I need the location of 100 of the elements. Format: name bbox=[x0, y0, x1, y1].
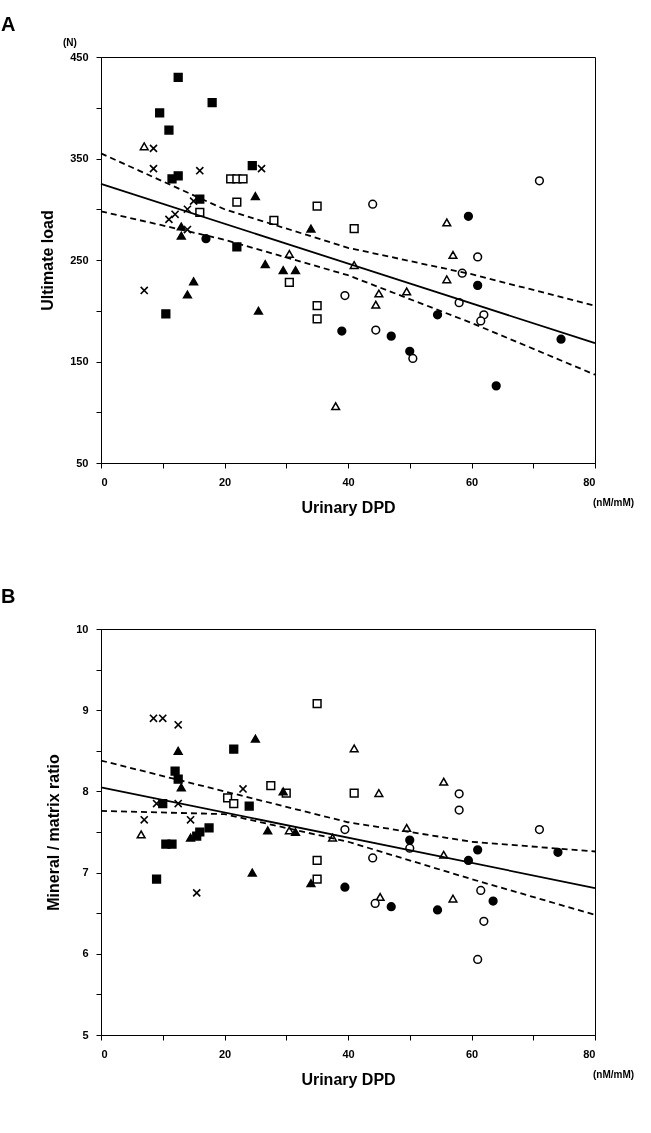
point bbox=[454, 805, 464, 815]
point bbox=[349, 744, 359, 753]
point bbox=[238, 174, 248, 184]
x-tick-label: 20 bbox=[218, 475, 232, 488]
point bbox=[149, 164, 158, 173]
x-tick-label: 40 bbox=[342, 475, 355, 488]
x-tick-label: 40 bbox=[342, 1047, 355, 1060]
point bbox=[195, 166, 205, 176]
x-axis-title: Urinary DPD bbox=[301, 1070, 396, 1088]
point bbox=[432, 905, 443, 915]
x-tick-label: 20 bbox=[218, 1047, 232, 1060]
y-tick-label: 10 bbox=[76, 622, 89, 635]
point bbox=[473, 954, 483, 965]
point bbox=[454, 789, 464, 799]
x-tick-label: 60 bbox=[465, 1047, 479, 1060]
point bbox=[207, 98, 217, 108]
point bbox=[312, 301, 322, 311]
text: (nM/mM) bbox=[593, 497, 635, 508]
point bbox=[204, 823, 214, 833]
point bbox=[442, 275, 452, 284]
point bbox=[439, 777, 449, 786]
point bbox=[151, 874, 162, 884]
point bbox=[250, 191, 260, 201]
point bbox=[306, 224, 316, 233]
point bbox=[408, 353, 418, 364]
point bbox=[186, 815, 195, 825]
point bbox=[257, 164, 266, 173]
point bbox=[149, 144, 158, 153]
point bbox=[491, 381, 501, 391]
point bbox=[463, 211, 474, 221]
point bbox=[312, 201, 322, 211]
point bbox=[167, 839, 177, 849]
point bbox=[448, 250, 458, 260]
y-tick-label: 6 bbox=[82, 947, 89, 960]
point bbox=[284, 249, 294, 259]
point bbox=[170, 766, 180, 776]
point bbox=[189, 196, 198, 206]
point bbox=[247, 868, 257, 877]
point bbox=[349, 788, 359, 798]
point bbox=[375, 892, 385, 902]
point bbox=[266, 781, 276, 791]
point bbox=[473, 280, 483, 290]
point bbox=[534, 176, 545, 186]
point bbox=[405, 346, 415, 356]
y-tick-label: 450 bbox=[70, 50, 89, 63]
x-tick-label: 80 bbox=[583, 475, 596, 488]
y-tick-label: 250 bbox=[70, 253, 89, 266]
point bbox=[250, 734, 260, 743]
point bbox=[139, 142, 149, 151]
point bbox=[195, 827, 205, 837]
point bbox=[176, 231, 186, 240]
point bbox=[173, 746, 183, 755]
point bbox=[473, 845, 483, 855]
point bbox=[158, 713, 168, 723]
point bbox=[312, 699, 322, 709]
point bbox=[473, 252, 483, 262]
point bbox=[139, 815, 149, 825]
point bbox=[173, 720, 183, 730]
point bbox=[331, 402, 341, 411]
y-tick-label: 350 bbox=[70, 152, 89, 164]
x-axis-title: Urinary DPD bbox=[301, 498, 396, 516]
point bbox=[290, 266, 301, 275]
point bbox=[170, 209, 180, 219]
point bbox=[337, 326, 347, 336]
point bbox=[349, 223, 359, 234]
x-tick-label: 60 bbox=[465, 475, 479, 488]
point bbox=[488, 896, 498, 906]
point bbox=[290, 827, 301, 837]
point bbox=[244, 801, 254, 811]
point bbox=[312, 314, 322, 324]
point bbox=[432, 310, 443, 320]
point bbox=[368, 199, 378, 209]
point bbox=[553, 847, 563, 857]
point bbox=[278, 266, 288, 275]
point bbox=[476, 316, 486, 326]
point bbox=[340, 290, 350, 301]
x-tick-label: 80 bbox=[583, 1047, 596, 1060]
point bbox=[232, 197, 242, 207]
point bbox=[173, 171, 183, 181]
point bbox=[374, 788, 384, 798]
y-axis-title: Mineral / matrix ratio bbox=[45, 754, 63, 911]
point bbox=[139, 286, 149, 295]
chart-title: A bbox=[1, 13, 16, 35]
point bbox=[442, 218, 452, 227]
x-tick-label: 0 bbox=[101, 475, 108, 488]
point bbox=[306, 879, 316, 888]
point bbox=[476, 885, 486, 896]
point bbox=[183, 204, 192, 214]
point bbox=[269, 215, 279, 226]
y-tick-label: 9 bbox=[82, 703, 89, 716]
point bbox=[405, 835, 415, 845]
x-tick-label: 0 bbox=[101, 1047, 108, 1060]
point bbox=[149, 713, 158, 723]
point bbox=[370, 898, 380, 909]
point bbox=[176, 783, 186, 792]
point bbox=[368, 853, 378, 863]
point bbox=[161, 309, 171, 319]
point bbox=[340, 882, 350, 892]
point bbox=[556, 334, 566, 344]
point bbox=[371, 325, 381, 335]
